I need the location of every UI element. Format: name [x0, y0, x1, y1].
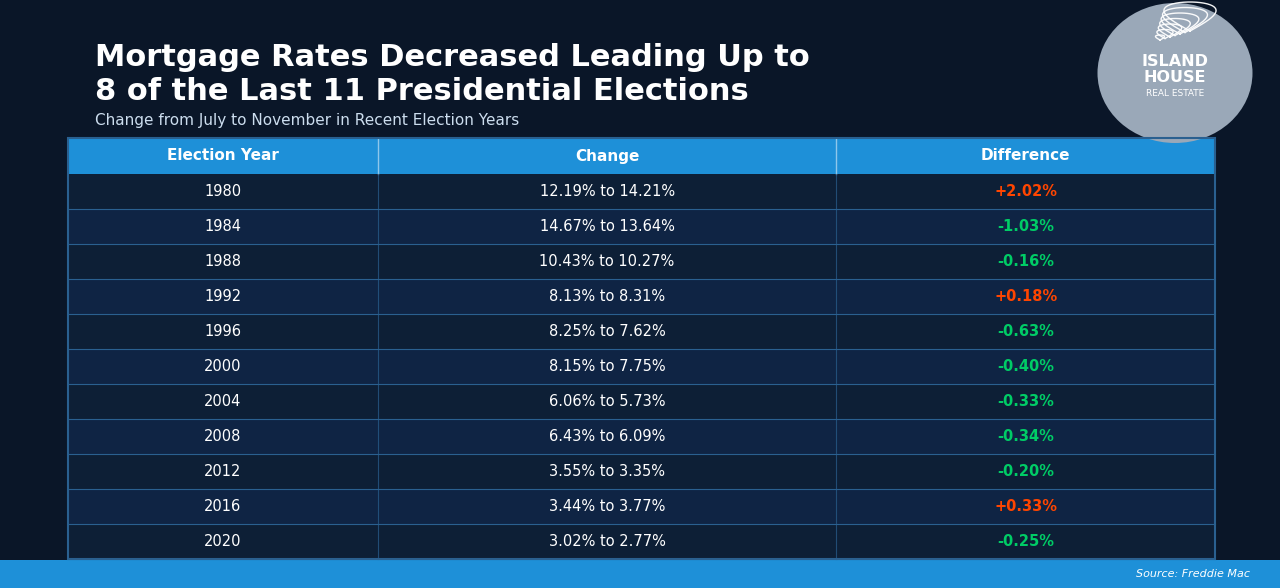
- FancyBboxPatch shape: [68, 454, 1215, 489]
- Ellipse shape: [1097, 3, 1253, 143]
- Text: 1988: 1988: [205, 254, 242, 269]
- FancyBboxPatch shape: [68, 384, 1215, 419]
- FancyBboxPatch shape: [68, 524, 1215, 559]
- FancyBboxPatch shape: [68, 419, 1215, 454]
- FancyBboxPatch shape: [68, 279, 1215, 314]
- Text: -0.40%: -0.40%: [997, 359, 1055, 374]
- Text: 2012: 2012: [204, 464, 242, 479]
- Text: 6.43% to 6.09%: 6.43% to 6.09%: [549, 429, 666, 444]
- Text: 2000: 2000: [204, 359, 242, 374]
- Text: 1992: 1992: [205, 289, 242, 304]
- Text: Source: Freddie Mac: Source: Freddie Mac: [1137, 569, 1251, 579]
- Text: 12.19% to 14.21%: 12.19% to 14.21%: [540, 184, 675, 199]
- Text: Election Year: Election Year: [166, 149, 279, 163]
- Text: 3.44% to 3.77%: 3.44% to 3.77%: [549, 499, 666, 514]
- Text: 2020: 2020: [204, 534, 242, 549]
- Text: ISLAND: ISLAND: [1142, 54, 1208, 68]
- Text: 8.15% to 7.75%: 8.15% to 7.75%: [549, 359, 666, 374]
- FancyBboxPatch shape: [68, 174, 1215, 209]
- Text: Change from July to November in Recent Election Years: Change from July to November in Recent E…: [95, 112, 520, 128]
- Text: +0.18%: +0.18%: [995, 289, 1057, 304]
- Text: +2.02%: +2.02%: [995, 184, 1057, 199]
- Text: -0.16%: -0.16%: [997, 254, 1055, 269]
- Text: 6.06% to 5.73%: 6.06% to 5.73%: [549, 394, 666, 409]
- Text: Change: Change: [575, 149, 639, 163]
- FancyBboxPatch shape: [0, 560, 1280, 588]
- FancyBboxPatch shape: [68, 209, 1215, 244]
- Text: 1984: 1984: [205, 219, 242, 234]
- Text: 2004: 2004: [204, 394, 242, 409]
- Text: +0.33%: +0.33%: [995, 499, 1057, 514]
- Text: -1.03%: -1.03%: [997, 219, 1055, 234]
- Text: 2008: 2008: [204, 429, 242, 444]
- FancyBboxPatch shape: [68, 349, 1215, 384]
- Text: 10.43% to 10.27%: 10.43% to 10.27%: [539, 254, 675, 269]
- Text: 3.55% to 3.35%: 3.55% to 3.35%: [549, 464, 666, 479]
- Text: 14.67% to 13.64%: 14.67% to 13.64%: [540, 219, 675, 234]
- Text: -0.33%: -0.33%: [997, 394, 1055, 409]
- Text: HOUSE: HOUSE: [1144, 71, 1206, 85]
- Bar: [68, 138, 1215, 559]
- Text: Mortgage Rates Decreased Leading Up to: Mortgage Rates Decreased Leading Up to: [95, 44, 810, 72]
- Text: 8.25% to 7.62%: 8.25% to 7.62%: [549, 324, 666, 339]
- FancyBboxPatch shape: [68, 489, 1215, 524]
- Text: 1996: 1996: [205, 324, 242, 339]
- Text: 3.02% to 2.77%: 3.02% to 2.77%: [549, 534, 666, 549]
- FancyBboxPatch shape: [68, 138, 1215, 174]
- Text: 8.13% to 8.31%: 8.13% to 8.31%: [549, 289, 666, 304]
- Text: REAL ESTATE: REAL ESTATE: [1146, 89, 1204, 99]
- Text: -0.20%: -0.20%: [997, 464, 1055, 479]
- Text: 1980: 1980: [205, 184, 242, 199]
- FancyBboxPatch shape: [68, 314, 1215, 349]
- Text: Difference: Difference: [980, 149, 1070, 163]
- Text: -0.34%: -0.34%: [997, 429, 1055, 444]
- Text: 8 of the Last 11 Presidential Elections: 8 of the Last 11 Presidential Elections: [95, 76, 749, 105]
- Text: -0.63%: -0.63%: [997, 324, 1055, 339]
- Text: -0.25%: -0.25%: [997, 534, 1055, 549]
- Text: 2016: 2016: [205, 499, 242, 514]
- FancyBboxPatch shape: [68, 244, 1215, 279]
